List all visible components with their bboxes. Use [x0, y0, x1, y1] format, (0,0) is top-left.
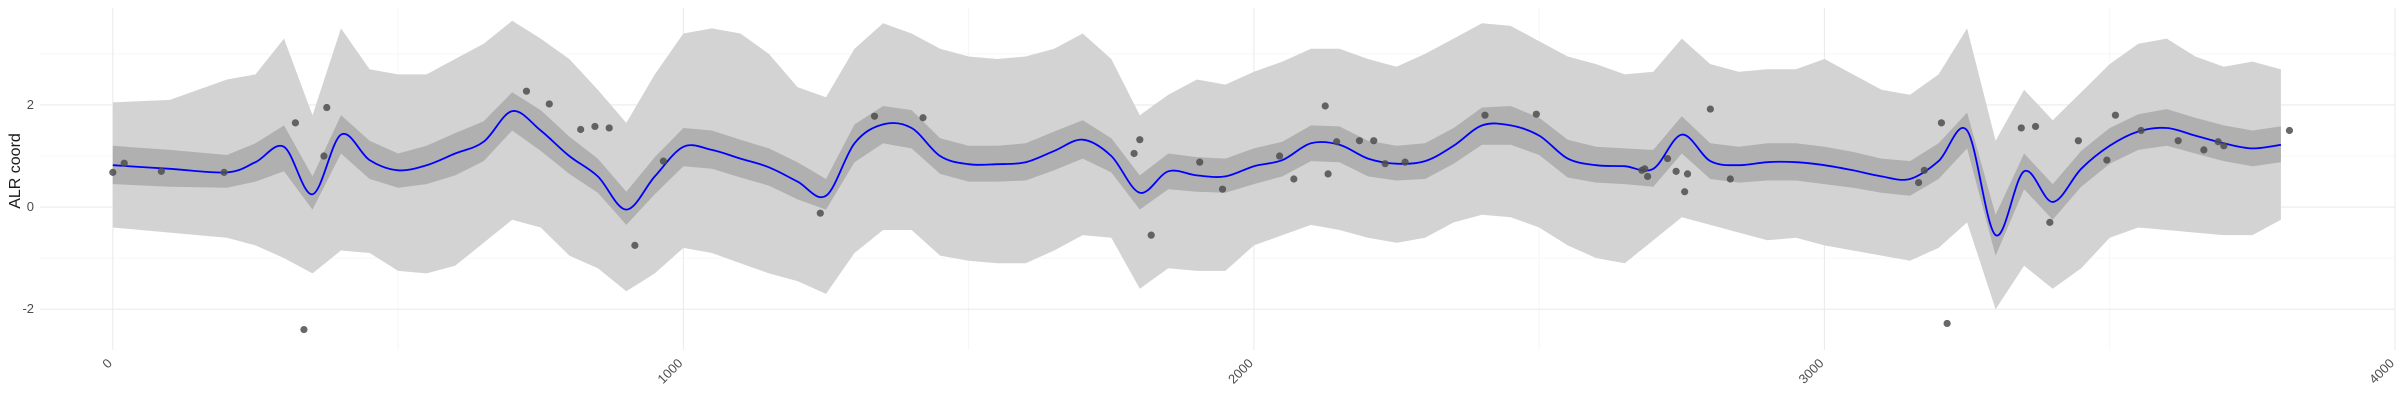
data-point [1355, 137, 1364, 145]
data-point [1130, 149, 1138, 158]
data-point [1147, 231, 1155, 239]
data-point [1641, 165, 1649, 173]
data-point [2017, 124, 2025, 132]
x-tick-label: 3000 [1796, 356, 1827, 387]
y-axis-title: ALR coord [7, 133, 24, 209]
data-point [2031, 122, 2040, 131]
x-tick-label: 1000 [654, 356, 685, 387]
data-point [157, 167, 165, 175]
data-point [1532, 110, 1540, 118]
data-point [2285, 126, 2294, 135]
data-point [591, 122, 599, 131]
data-point [1920, 166, 1928, 174]
data-point [109, 168, 117, 176]
y-tick-label: 0 [27, 199, 34, 214]
data-point [1275, 152, 1284, 160]
x-tick-label: 0 [99, 356, 115, 372]
data-point [577, 125, 585, 134]
data-point [1683, 170, 1692, 178]
data-point [870, 112, 879, 120]
data-point [2137, 126, 2145, 135]
x-tick-label: 4000 [2366, 356, 2397, 387]
posterior-mean-line [112, 110, 2282, 237]
data-point [291, 119, 299, 127]
data-point [1726, 175, 1734, 183]
data-point [1663, 154, 1672, 163]
data-point [2046, 218, 2054, 226]
data-point [1706, 105, 1714, 113]
data-point [2200, 146, 2208, 154]
data-point [1136, 136, 1144, 144]
data-point [1401, 158, 1409, 166]
data-point [1321, 102, 1329, 110]
inner-credible-band [112, 92, 2281, 256]
data-point [1914, 178, 1923, 187]
data-point [816, 209, 824, 217]
y-axis-tick-labels: -2 0 2 [22, 97, 34, 316]
observed-points [109, 87, 2294, 334]
data-point [2111, 111, 2120, 119]
data-point [120, 159, 128, 167]
data-point [1218, 185, 1227, 193]
data-point [1370, 137, 1378, 145]
y-tick-label: -2 [22, 301, 34, 316]
data-point [323, 103, 331, 112]
data-point [2103, 156, 2111, 164]
x-axis-tick-labels: 0 1000 2000 3000 4000 [99, 356, 2397, 387]
data-point [1196, 158, 1204, 166]
data-point [545, 100, 553, 108]
data-point [320, 152, 328, 160]
x-tick-label: 2000 [1225, 356, 1256, 387]
data-point [2074, 137, 2082, 145]
data-point [1481, 111, 1489, 119]
data-point [522, 87, 531, 95]
data-point [1324, 170, 1332, 178]
data-point [1937, 119, 1946, 127]
data-point [1381, 160, 1389, 168]
data-point [659, 157, 667, 165]
data-point [605, 124, 613, 132]
data-point [2220, 142, 2228, 150]
data-point [1943, 319, 1951, 328]
data-point [919, 114, 927, 122]
data-point [1290, 175, 1298, 183]
data-point [1643, 172, 1652, 181]
data-point [1681, 188, 1689, 196]
data-point [631, 241, 639, 249]
data-point [1672, 167, 1680, 175]
data-point [1333, 138, 1341, 146]
data-point [300, 325, 308, 334]
data-point [2214, 138, 2222, 146]
data-point [220, 168, 228, 176]
y-tick-label: 2 [27, 97, 34, 112]
data-point [2174, 137, 2182, 145]
